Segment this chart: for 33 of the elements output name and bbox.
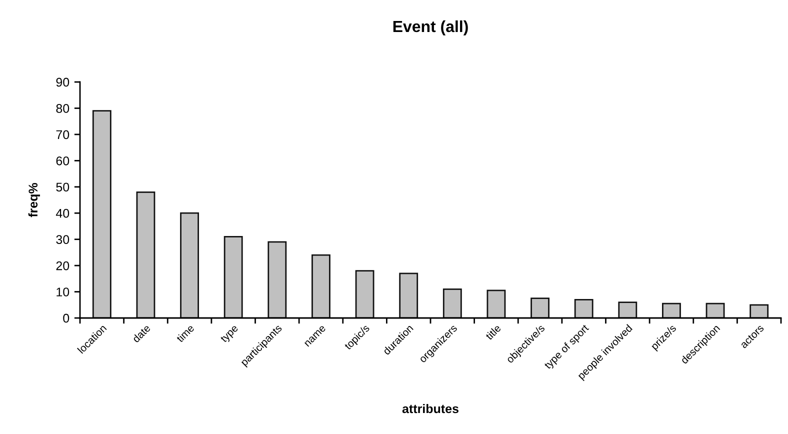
bar xyxy=(486,290,506,318)
y-tick-label: 70 xyxy=(56,130,70,140)
y-tick-label: 10 xyxy=(56,288,70,296)
bar xyxy=(442,288,462,318)
y-tick-label: 20 xyxy=(56,261,70,270)
bar xyxy=(355,270,374,318)
y-tick-label: 60 xyxy=(56,156,70,166)
bar xyxy=(618,302,638,318)
y-tick-label: 30 xyxy=(56,235,70,244)
y-tick-label: 0 xyxy=(63,314,70,323)
bar xyxy=(92,110,112,318)
bar xyxy=(268,241,287,318)
chart-title: Event (all) xyxy=(393,20,468,36)
bar xyxy=(399,272,418,318)
y-tick-label: 80 xyxy=(56,104,70,113)
bar xyxy=(750,304,769,318)
x-tick-label: time xyxy=(176,324,195,343)
bar xyxy=(574,298,594,318)
bar xyxy=(662,302,681,318)
bar xyxy=(180,212,199,318)
y-tick-label: 40 xyxy=(56,208,70,218)
bar xyxy=(530,298,550,318)
y-tick-label: 90 xyxy=(56,78,70,87)
y-tick-label: 50 xyxy=(56,182,70,192)
x-axis-title: attributes xyxy=(402,404,458,414)
x-tick-label: date xyxy=(132,324,151,343)
bar xyxy=(224,236,243,318)
x-tick-label: type xyxy=(220,324,240,344)
x-tick-label: title xyxy=(484,324,502,340)
bar xyxy=(312,254,330,318)
bar xyxy=(706,302,725,318)
y-axis-title: freq% xyxy=(28,182,40,218)
bar xyxy=(136,191,156,318)
